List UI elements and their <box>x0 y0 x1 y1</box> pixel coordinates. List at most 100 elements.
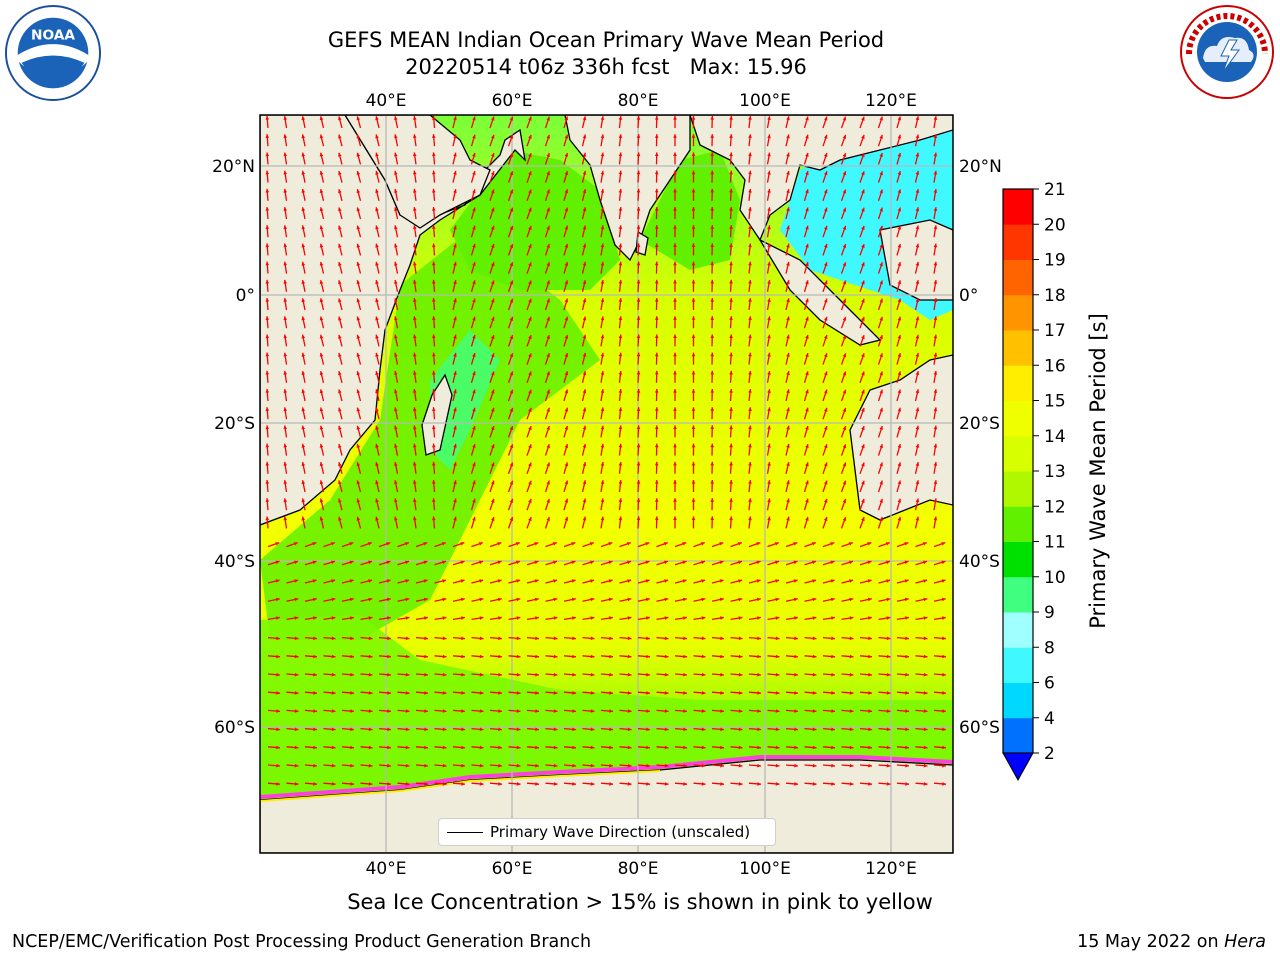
wave-arrow-head <box>812 654 817 659</box>
wave-arrow-head <box>600 280 605 284</box>
wave-arrow-head <box>442 616 447 620</box>
wave-arrow-head <box>879 116 883 121</box>
wave-arrow-head <box>301 498 306 503</box>
wave-arrow-head <box>600 407 605 412</box>
wave-arrow-head <box>812 672 817 677</box>
wave-arrow-head <box>413 516 417 521</box>
wave-arrow-head <box>812 709 817 713</box>
wave-arrow-head <box>528 407 532 412</box>
right-lat-label: 20°S <box>959 414 1000 434</box>
wave-arrow-head <box>528 371 532 376</box>
wave-arrow-head <box>460 579 465 583</box>
wave-arrow-head <box>879 225 883 230</box>
wave-arrow-head <box>546 480 550 485</box>
wave-arrow-head <box>868 745 872 750</box>
wave-arrow-head <box>627 782 632 786</box>
wave-arrow-head <box>673 334 677 338</box>
wave-arrow-head <box>528 335 532 340</box>
wave-arrow-head <box>729 225 733 229</box>
wave-arrow-head <box>767 261 771 266</box>
wave-arrow-head <box>636 116 641 120</box>
wave-arrow-head <box>849 654 854 659</box>
wave-arrow-head <box>516 691 521 695</box>
wave-arrow-head <box>528 498 532 503</box>
wave-arrow-head <box>386 579 391 583</box>
wave-arrow-head <box>923 636 928 641</box>
wave-arrow-head <box>664 597 669 602</box>
wave-arrow-head <box>664 782 669 786</box>
wave-arrow-head <box>600 498 605 503</box>
wave-arrow-head <box>842 207 847 212</box>
wave-arrow-head <box>609 709 613 713</box>
wave-arrow-head <box>805 189 809 194</box>
wave-arrow-head <box>472 371 476 376</box>
map-legend: Primary Wave Direction (unscaled) <box>438 818 776 846</box>
wave-arrow-head <box>923 560 927 565</box>
wave-arrow-head <box>646 672 650 677</box>
wave-arrow-head <box>413 316 417 321</box>
wave-arrow-head <box>805 116 809 121</box>
wave-arrow-head <box>897 134 902 139</box>
wave-arrow-head <box>356 480 361 485</box>
wave-arrow-head <box>710 516 714 520</box>
wave-arrow-head <box>312 542 317 546</box>
wave-arrow-head <box>805 298 809 303</box>
wave-period-field-bengal <box>640 150 740 270</box>
wave-arrow-head <box>491 426 495 430</box>
wave-arrow-head <box>608 597 613 602</box>
wave-arrow-head <box>276 782 280 786</box>
wave-arrow-head <box>904 579 909 583</box>
wave-arrow-head <box>933 352 938 357</box>
wave-arrow-head <box>546 207 550 212</box>
wave-arrow-head <box>509 316 514 321</box>
wave-arrow-head <box>646 763 650 768</box>
wave-arrow-head <box>861 517 865 522</box>
wave-arrow-head <box>368 763 373 768</box>
wave-arrow-head <box>516 616 521 620</box>
wave-arrow-head <box>683 763 687 768</box>
wave-arrow-head <box>600 480 605 484</box>
wave-arrow-head <box>673 243 677 247</box>
wave-arrow-head <box>861 444 865 449</box>
wave-arrow-head <box>600 298 605 302</box>
wave-arrow-head <box>786 462 790 466</box>
wave-arrow-head <box>319 389 324 394</box>
wave-arrow-head <box>664 691 669 695</box>
wave-arrow-head <box>868 763 872 768</box>
wave-arrow-head <box>830 597 835 602</box>
nws-logo-icon <box>1180 5 1274 99</box>
wave-arrow-head <box>861 462 865 467</box>
wave-arrow-head <box>564 462 569 467</box>
wave-arrow-head <box>582 352 587 357</box>
wave-arrow-head <box>571 579 576 583</box>
wave-arrow-head <box>283 425 288 430</box>
wave-arrow-head <box>442 597 447 602</box>
chart-title: GEFS MEAN Indian Ocean Primary Wave Mean… <box>327 28 885 52</box>
wave-arrow-head <box>729 370 733 375</box>
wave-arrow-head <box>886 745 891 750</box>
wave-arrow-head <box>394 462 398 466</box>
wave-arrow-head <box>933 516 938 521</box>
wave-arrow-head <box>719 579 724 583</box>
wave-arrow-head <box>509 153 514 158</box>
wave-arrow-head <box>830 542 835 546</box>
wave-arrow-head <box>387 672 391 677</box>
wave-arrow-head <box>432 316 436 320</box>
wave-arrow-head <box>368 691 373 695</box>
wave-period-field-lightgreen <box>430 330 500 470</box>
wave-arrow-head <box>849 745 854 750</box>
wave-arrow-head <box>319 316 324 321</box>
wave-arrow-head <box>861 426 865 431</box>
wave-arrow-head <box>767 407 771 412</box>
wave-arrow-head <box>319 170 324 175</box>
wave-arrow-head <box>564 353 569 357</box>
wave-arrow-head <box>564 444 569 448</box>
wave-arrow-head <box>654 461 659 466</box>
wave-arrow-head <box>701 560 705 565</box>
wave-arrow-head <box>387 616 391 620</box>
wave-arrow-head <box>710 207 714 211</box>
wave-arrow-head <box>767 243 771 248</box>
wave-arrow-head <box>627 654 632 659</box>
wave-arrow-head <box>729 425 733 430</box>
wave-arrow-head <box>528 262 532 267</box>
